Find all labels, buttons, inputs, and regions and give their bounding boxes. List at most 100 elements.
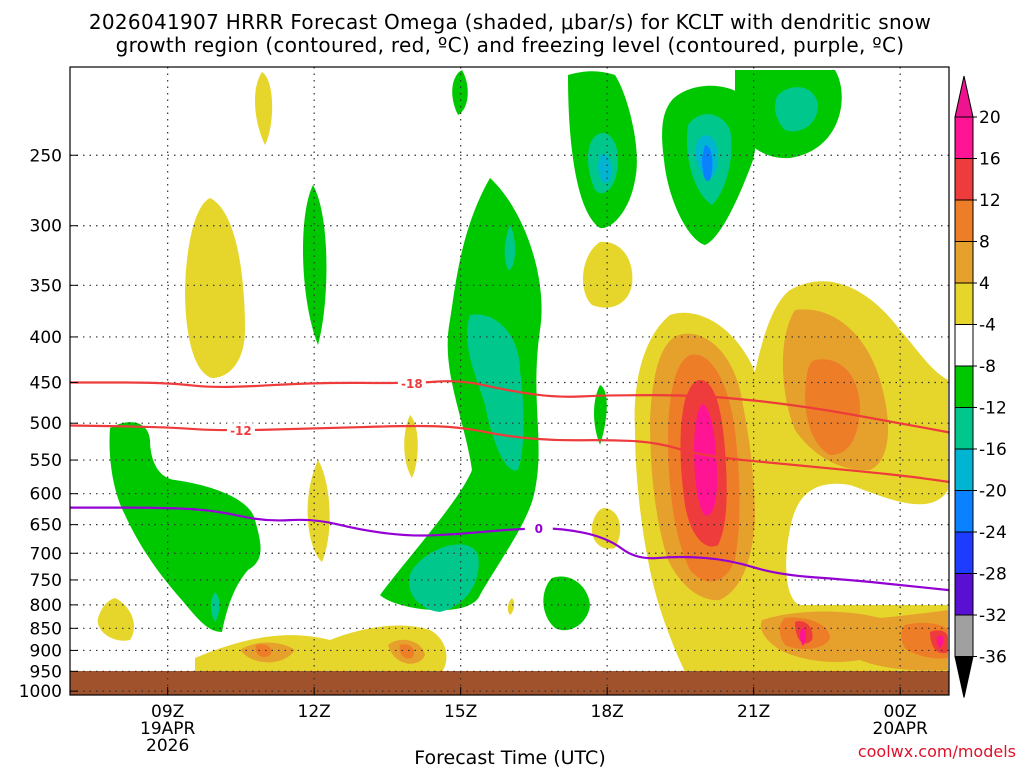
omega-region (97, 598, 135, 641)
y-tick-label: 900 (30, 641, 62, 661)
colorbar-swatch (954, 199, 974, 242)
x-axis-label: Forecast Time (UTC) (414, 747, 605, 768)
colorbar-swatch (954, 407, 974, 450)
x-tick-year: 2026 (146, 736, 189, 756)
colorbar-swatch (954, 365, 974, 408)
colorbar-swatch (954, 158, 974, 201)
y-tick-label: 550 (30, 451, 62, 471)
omega-region (467, 314, 524, 471)
omega-region (380, 178, 542, 611)
gridlines (70, 67, 949, 695)
x-tick-label: 09Z (151, 702, 184, 722)
ground-band (70, 671, 949, 695)
contour-lines (70, 380, 949, 592)
colorbar-label: 4 (979, 274, 990, 294)
y-tick-label: 950 (30, 662, 62, 682)
x-tick-date: 19APR (140, 719, 196, 739)
y-tick-label: 700 (30, 544, 62, 564)
omega-region (109, 422, 261, 632)
colorbar-label: -4 (979, 316, 996, 336)
contour-dgz-minus18 (70, 380, 949, 434)
omega-negative-regions (109, 70, 842, 632)
omega-region (504, 225, 516, 270)
colorbar-label: -12 (979, 399, 1007, 419)
colorbar-label: -28 (979, 565, 1007, 585)
colorbar-label: 20 (979, 108, 1001, 128)
y-tick-label: 800 (30, 596, 62, 616)
omega-positive-regions (97, 72, 948, 672)
chart-title-line1: 2026041907 HRRR Forecast Omega (shaded, … (89, 10, 931, 34)
y-axis: 2503003504004505005506006507007508008509… (19, 146, 78, 702)
omega-region (591, 508, 621, 549)
colorbar-bottom-arrow (954, 656, 974, 698)
y-tick-label: 750 (30, 571, 62, 591)
plot-border (69, 66, 950, 696)
x-tick-label: 12Z (298, 702, 331, 722)
omega-region (936, 635, 944, 648)
contour-label-dgz-minus12: -12 (230, 424, 252, 438)
x-tick-label: 18Z (591, 702, 624, 722)
watermark: coolwx.com/models (858, 742, 1016, 761)
omega-region (404, 415, 418, 478)
omega-region (307, 460, 330, 562)
x-tick-date: 20APR (873, 719, 929, 739)
x-tick-label: 15Z (444, 702, 477, 722)
colorbar-swatch (954, 573, 974, 616)
y-tick-label: 400 (30, 328, 62, 348)
colorbar-label: 12 (979, 191, 1001, 211)
omega-region (452, 70, 468, 115)
omega-region (805, 359, 860, 455)
omega-region (702, 145, 713, 181)
y-tick-label: 250 (30, 146, 62, 166)
y-tick-label: 850 (30, 619, 62, 639)
colorbar-swatch (954, 448, 974, 491)
y-tick-label: 600 (30, 485, 62, 505)
y-tick-label: 300 (30, 217, 62, 237)
omega-region (302, 185, 327, 345)
omega-region (694, 404, 718, 516)
colorbar-label: -20 (979, 482, 1007, 502)
omega-region (255, 644, 272, 657)
y-tick-label: 450 (30, 373, 62, 393)
colorbar-swatch (954, 324, 974, 367)
colorbar-label: -32 (979, 606, 1007, 626)
omega-region (582, 241, 633, 308)
colorbar-label: 8 (979, 233, 990, 253)
colorbar-swatch (954, 241, 974, 284)
colorbar-label: -36 (979, 648, 1007, 668)
colorbar-swatch (954, 531, 974, 574)
x-tick-label: 21Z (737, 702, 770, 722)
omega-region (799, 628, 806, 646)
colorbar: 20 16 12 8 4 -4 -8 -12 -16 -20 -24 -28 -32 -36 (954, 75, 1007, 698)
y-tick-label: 500 (30, 414, 62, 434)
y-tick-label: 350 (30, 276, 62, 296)
contour-label-bg (226, 423, 255, 438)
x-tick-label: 00Z (884, 702, 917, 722)
omega-region (254, 72, 273, 145)
colorbar-label: -8 (979, 357, 996, 377)
omega-shading (97, 70, 948, 672)
y-tick-label: 650 (30, 516, 62, 536)
omega-region (210, 592, 220, 622)
y-tick-label: 1000 (19, 682, 62, 702)
contour-label-freezing-level: 0 (535, 522, 543, 536)
omega-region (399, 644, 415, 659)
colorbar-swatch (954, 282, 974, 325)
colorbar-top-arrow (954, 75, 974, 118)
omega-region (543, 576, 590, 631)
contour-dgz-minus12 (70, 424, 949, 483)
chart-title-line2: growth region (contoured, red, ºC) and f… (116, 33, 905, 57)
colorbar-label: 16 (979, 150, 1001, 170)
contour-label-dgz-minus18: -18 (401, 377, 423, 391)
colorbar-swatch (954, 490, 974, 533)
contour-label-bg (397, 376, 426, 391)
colorbar-label: -16 (979, 440, 1007, 460)
contour-labels: -18 -12 0 (226, 376, 553, 536)
omega-region (598, 154, 612, 183)
omega-region (185, 198, 245, 378)
omega-region (594, 385, 607, 445)
colorbar-swatch (954, 614, 974, 657)
omega-region (507, 598, 515, 615)
